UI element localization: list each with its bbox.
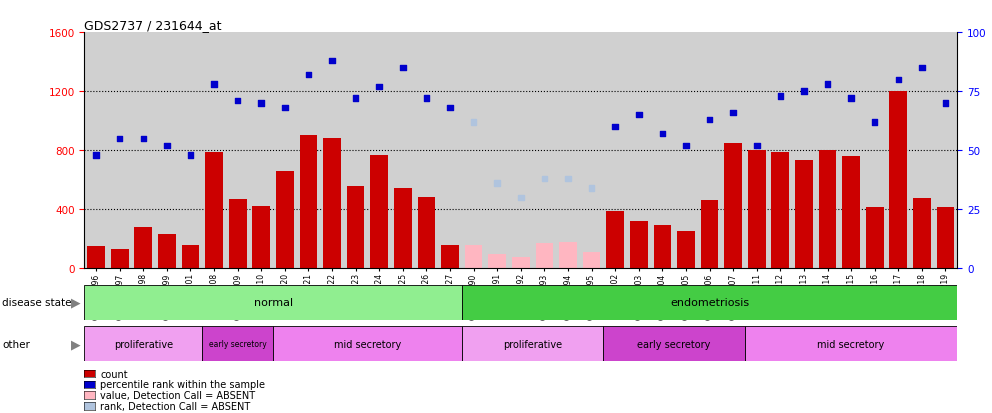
Point	[678, 143, 693, 150]
Bar	[370, 155, 388, 268]
Text: early secretory: early secretory	[208, 339, 267, 348]
Bar	[890, 92, 907, 268]
Point	[324, 58, 340, 64]
Point	[560, 176, 576, 182]
Bar	[273, 326, 462, 361]
Bar	[606, 211, 624, 268]
Point	[442, 105, 458, 112]
Text: percentile rank within the sample: percentile rank within the sample	[100, 380, 265, 389]
Point	[867, 119, 883, 126]
Bar	[512, 257, 530, 268]
Bar	[536, 243, 554, 268]
Text: count: count	[100, 369, 128, 379]
Bar	[913, 199, 930, 268]
Point	[395, 65, 411, 72]
Point	[112, 135, 128, 142]
Text: proliferative: proliferative	[503, 339, 562, 349]
Point	[583, 185, 599, 192]
Point	[88, 152, 104, 159]
Point	[655, 131, 671, 138]
Bar	[84, 285, 462, 320]
Point	[277, 105, 293, 112]
Bar	[745, 326, 957, 361]
Point	[206, 81, 222, 88]
Bar	[462, 326, 603, 361]
Point	[183, 152, 198, 159]
Bar	[630, 221, 648, 268]
Bar	[842, 157, 860, 268]
Point	[773, 93, 789, 100]
Point	[725, 110, 741, 116]
Bar	[462, 285, 957, 320]
Bar	[603, 326, 745, 361]
Text: mid secretory: mid secretory	[817, 339, 885, 349]
Bar	[654, 226, 672, 268]
Bar	[700, 201, 718, 268]
Bar	[347, 186, 364, 268]
Point	[843, 96, 859, 102]
Bar	[866, 207, 884, 268]
Point	[937, 100, 953, 107]
Point	[489, 180, 505, 187]
Bar	[488, 254, 506, 268]
Bar	[84, 326, 202, 361]
Point	[513, 195, 529, 201]
Bar	[795, 161, 812, 268]
Bar	[202, 326, 273, 361]
Point	[230, 98, 246, 104]
Text: disease state: disease state	[2, 297, 71, 308]
Text: endometriosis: endometriosis	[670, 297, 749, 308]
Bar	[678, 232, 694, 268]
Bar	[936, 207, 954, 268]
Point	[891, 77, 907, 83]
Point	[796, 89, 811, 95]
Point	[749, 143, 765, 150]
Bar	[252, 206, 270, 268]
Text: other: other	[2, 339, 30, 349]
Point	[371, 84, 387, 90]
Bar	[772, 152, 790, 268]
Bar	[205, 152, 223, 268]
Bar	[158, 235, 176, 268]
Point	[631, 112, 647, 119]
Point	[135, 135, 151, 142]
Bar	[465, 246, 482, 268]
Bar	[229, 199, 247, 268]
Point	[607, 124, 623, 131]
Bar	[582, 252, 600, 268]
Text: early secretory: early secretory	[638, 339, 711, 349]
Point	[465, 119, 481, 126]
Bar	[87, 247, 105, 268]
Bar	[182, 245, 199, 268]
Point	[537, 176, 553, 182]
Point	[348, 96, 364, 102]
Text: normal: normal	[254, 297, 293, 308]
Bar	[441, 246, 459, 268]
Point	[819, 81, 835, 88]
Text: proliferative: proliferative	[114, 339, 173, 349]
Point	[301, 72, 316, 79]
Text: mid secretory: mid secretory	[334, 339, 401, 349]
Bar	[394, 189, 412, 268]
Point	[701, 117, 717, 123]
Bar	[724, 144, 742, 268]
Text: ▶: ▶	[70, 337, 80, 350]
Bar	[323, 139, 341, 268]
Bar	[300, 136, 317, 268]
Text: rank, Detection Call = ABSENT: rank, Detection Call = ABSENT	[100, 401, 250, 411]
Text: GDS2737 / 231644_at: GDS2737 / 231644_at	[84, 19, 222, 32]
Point	[253, 100, 269, 107]
Point	[159, 143, 175, 150]
Point	[419, 96, 434, 102]
Bar	[276, 171, 294, 268]
Bar	[111, 249, 129, 268]
Bar	[818, 151, 836, 268]
Text: ▶: ▶	[70, 296, 80, 309]
Point	[914, 65, 930, 72]
Bar	[559, 243, 576, 268]
Bar	[418, 198, 435, 268]
Text: value, Detection Call = ABSENT: value, Detection Call = ABSENT	[100, 390, 255, 400]
Bar	[748, 151, 766, 268]
Bar	[135, 227, 152, 268]
